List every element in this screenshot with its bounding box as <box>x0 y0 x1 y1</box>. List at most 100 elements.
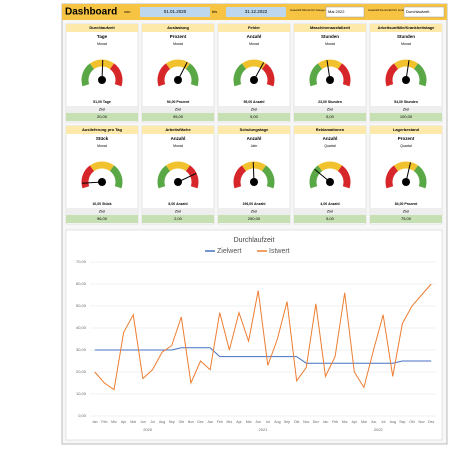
gauge-title: Maschinenausfallzeit <box>310 25 351 30</box>
x-tick-label: Apr <box>352 420 358 424</box>
gauge-value: 4,00 Anzahl <box>320 202 339 206</box>
x-tick-label: Feb <box>217 420 223 424</box>
gauge-zone <box>241 161 267 172</box>
gauge-zone <box>309 63 323 87</box>
line-select[interactable] <box>403 6 445 18</box>
gauge-hub <box>98 76 106 84</box>
gauge-zone <box>309 165 323 189</box>
x-tick-label: Jul <box>266 420 271 424</box>
gauge-target: 100,00 <box>400 114 413 119</box>
gauge-zone <box>393 161 419 172</box>
gauge-target-label: Ziel <box>99 107 106 112</box>
gauge-zone <box>337 63 351 87</box>
gauge-target-bg <box>218 113 290 121</box>
gauge-zone <box>261 63 275 87</box>
gauge-select[interactable] <box>325 6 365 18</box>
gauge-title: Lagerbestand <box>393 127 420 132</box>
x-tick-label: Aug <box>390 420 396 424</box>
gauge-zone <box>165 161 191 172</box>
gauge-target: 95,00 <box>173 114 184 119</box>
x-tick-label: Mrz <box>111 420 117 424</box>
gauge-period: Monat <box>173 144 183 148</box>
x-group-label: 2022 <box>374 427 384 432</box>
x-group-label: 2021 <box>259 427 269 432</box>
gauge-title-bar <box>142 24 214 32</box>
x-tick-label: Nov <box>188 420 194 424</box>
gauge-target-bg <box>142 113 214 121</box>
gauge-card <box>141 125 215 225</box>
x-tick-label: Sep <box>284 420 290 424</box>
legend-label: Zielwert <box>217 248 242 255</box>
y-tick-label: 60,00 <box>76 281 87 286</box>
gauge-zone <box>413 165 427 189</box>
gauge-card <box>217 23 291 123</box>
from-field[interactable] <box>140 7 210 17</box>
gauge-value: 84,00 Prozent <box>395 202 418 206</box>
gauge-zone <box>261 165 275 189</box>
y-tick-label: 50,00 <box>76 303 87 308</box>
x-tick-label: Mrz <box>342 420 348 424</box>
gauge-unit: Stunden <box>397 34 415 39</box>
x-tick-label: Jul <box>150 420 155 424</box>
gauge-period: Monat <box>97 144 107 148</box>
gauge-target-label: Ziel <box>327 107 334 112</box>
gauge-target: 2,00 <box>174 216 183 221</box>
line-select-value: Durchlaufzeit <box>406 9 430 14</box>
gauge-title-bar <box>218 126 290 134</box>
gauge-zone <box>385 165 399 189</box>
y-tick-label: 40,00 <box>76 325 87 330</box>
to-field[interactable] <box>226 7 286 17</box>
x-tick-label: Okt <box>409 420 414 424</box>
x-tick-label: Dez <box>197 420 203 424</box>
gauge-zone <box>393 59 419 70</box>
gauge-period: Jahr <box>251 144 259 148</box>
gauge-period: Monat <box>401 42 411 46</box>
gauge-zone <box>157 63 171 87</box>
gauge-target-bg <box>370 113 442 121</box>
gauge-value: 23,00 Stunden <box>318 100 342 104</box>
x-tick-label: Aug <box>159 420 165 424</box>
gauge-period: Quartal <box>324 144 336 148</box>
gauge-target-label-bg <box>218 208 290 215</box>
x-tick-label: Apr <box>121 420 127 424</box>
gauge-target-bg <box>370 215 442 223</box>
x-tick-label: Feb <box>332 420 338 424</box>
gauge-hub <box>174 76 182 84</box>
x-tick-label: Okt <box>294 420 299 424</box>
gauge-target-bg <box>294 215 366 223</box>
gauge-value: 10,00 Stück <box>92 202 111 206</box>
gauge-zone <box>109 165 123 189</box>
gauge-title: Fehler <box>248 25 260 30</box>
series-line <box>94 283 432 391</box>
gauge-card <box>293 125 367 225</box>
x-tick-label: Dez <box>313 420 319 424</box>
y-tick-label: 20,00 <box>76 369 87 374</box>
gauge-title-bar <box>66 126 138 134</box>
gauge-zone <box>109 63 123 87</box>
gauge-target-label: Ziel <box>251 107 258 112</box>
gauge-hub <box>326 76 334 84</box>
gauge-zone <box>81 165 95 189</box>
x-tick-label: Aug <box>274 420 280 424</box>
gauge-card <box>141 23 215 123</box>
x-tick-label: Apr <box>236 420 242 424</box>
x-tick-label: Sep <box>399 420 405 424</box>
gauge-zone <box>157 165 171 189</box>
gauge-title-bar <box>218 24 290 32</box>
gauge-value: 51,00 Tage <box>93 100 111 104</box>
gauge-title: Schulungstage <box>240 127 269 132</box>
gauge-zone <box>241 59 267 70</box>
gauge-unit: Anzahl <box>247 34 262 39</box>
gauge-zone <box>337 165 351 189</box>
from-date: 01.01.2020 <box>164 9 187 14</box>
gauge-title: Durchlaufzeit <box>89 25 115 30</box>
from-label: von <box>124 9 130 14</box>
gauge-target-bg <box>142 215 214 223</box>
gauge-target: 96,00 <box>97 216 108 221</box>
gauge-target-label-bg <box>142 208 214 215</box>
gauge-title: Reklamationen <box>316 127 345 132</box>
gauge-unit: Tage <box>97 34 108 39</box>
gauge-unit: Stunden <box>321 34 339 39</box>
chart-area <box>65 229 443 441</box>
gauge-hub <box>402 178 410 186</box>
